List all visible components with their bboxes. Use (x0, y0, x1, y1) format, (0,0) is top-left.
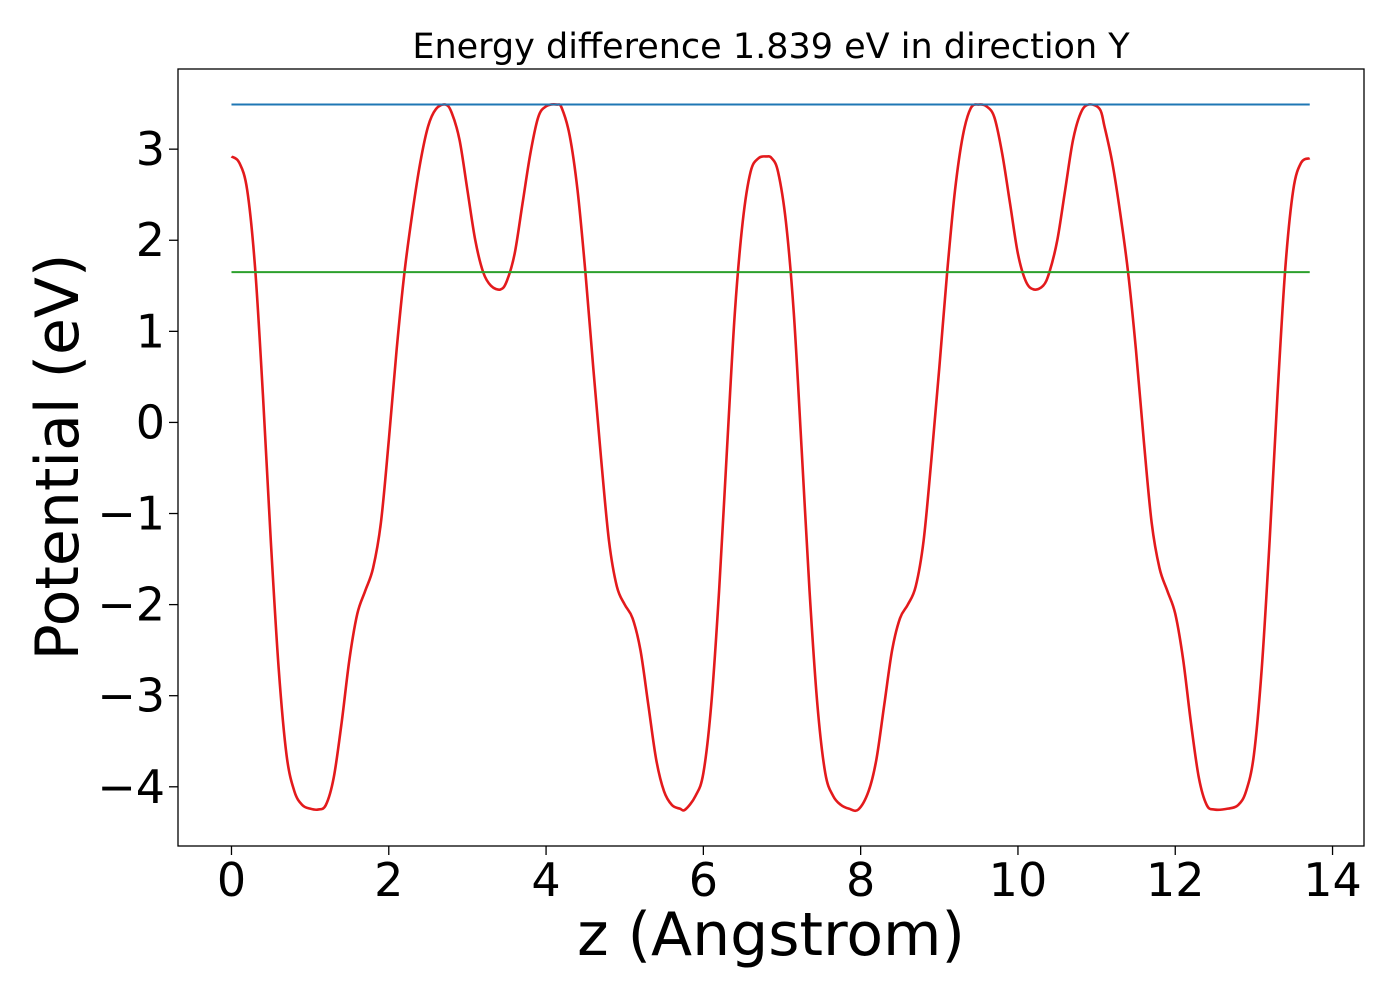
x-tick-label: 0 (217, 853, 246, 907)
x-tick-label: 14 (1303, 853, 1362, 907)
y-tick-label: −3 (97, 669, 165, 723)
y-axis-ticks: 3 2 1 0 −1 −2 −3 −4 (97, 122, 178, 814)
y-axis-label: Potential (eV) (23, 254, 93, 661)
plot-frame (177, 68, 1365, 847)
y-tick-label: −1 (97, 487, 165, 541)
x-axis-ticks: 0 2 4 6 8 10 12 14 (217, 846, 1362, 907)
y-tick-label: −2 (97, 578, 165, 632)
y-tick-label: 1 (136, 304, 165, 358)
series-layer (230, 103, 1311, 813)
y-tick-label: 0 (136, 395, 165, 449)
x-tick-label: 4 (531, 853, 560, 907)
y-tick-label: 3 (136, 122, 165, 176)
x-tick-label: 12 (1146, 853, 1205, 907)
chart-title: Energy difference 1.839 eV in direction … (412, 27, 1130, 67)
x-tick-label: 6 (689, 853, 718, 907)
x-tick-label: 10 (989, 853, 1048, 907)
x-tick-label: 2 (374, 853, 403, 907)
y-tick-label: 2 (136, 213, 165, 267)
y-tick-label: −4 (97, 760, 165, 814)
series-line-potential (230, 103, 1311, 813)
x-axis-label: z (Angstrom) (577, 900, 965, 970)
x-tick-label: 8 (846, 853, 875, 907)
